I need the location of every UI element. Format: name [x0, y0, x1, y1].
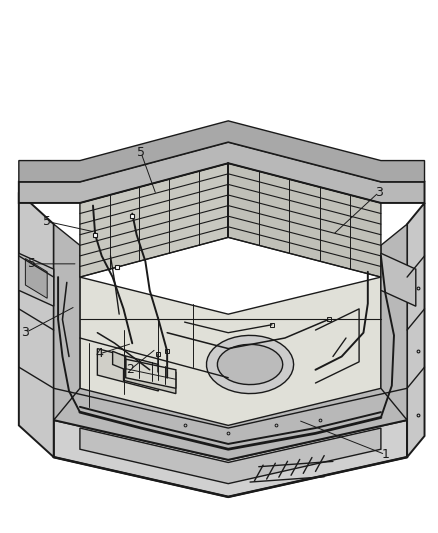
Text: 1: 1 — [381, 448, 389, 461]
Polygon shape — [206, 335, 293, 393]
Polygon shape — [19, 253, 53, 306]
Text: 2: 2 — [126, 364, 134, 376]
Polygon shape — [217, 344, 282, 385]
Polygon shape — [123, 359, 176, 393]
Polygon shape — [113, 351, 125, 370]
Polygon shape — [53, 420, 406, 497]
Polygon shape — [25, 259, 47, 298]
Polygon shape — [125, 359, 176, 389]
Text: 3: 3 — [21, 326, 29, 339]
Polygon shape — [228, 163, 380, 277]
Polygon shape — [380, 224, 406, 420]
Polygon shape — [97, 349, 158, 391]
Text: 3: 3 — [374, 186, 382, 199]
Polygon shape — [19, 121, 424, 182]
Text: 5: 5 — [28, 257, 36, 270]
Polygon shape — [53, 357, 406, 460]
Text: 4: 4 — [95, 348, 103, 360]
Text: 5: 5 — [137, 146, 145, 159]
Polygon shape — [19, 192, 53, 457]
Polygon shape — [80, 163, 228, 277]
Text: 5: 5 — [43, 215, 51, 228]
Polygon shape — [80, 428, 380, 483]
Polygon shape — [406, 203, 424, 457]
Polygon shape — [80, 277, 380, 425]
Polygon shape — [53, 224, 80, 420]
Polygon shape — [19, 142, 424, 203]
Polygon shape — [380, 253, 415, 306]
